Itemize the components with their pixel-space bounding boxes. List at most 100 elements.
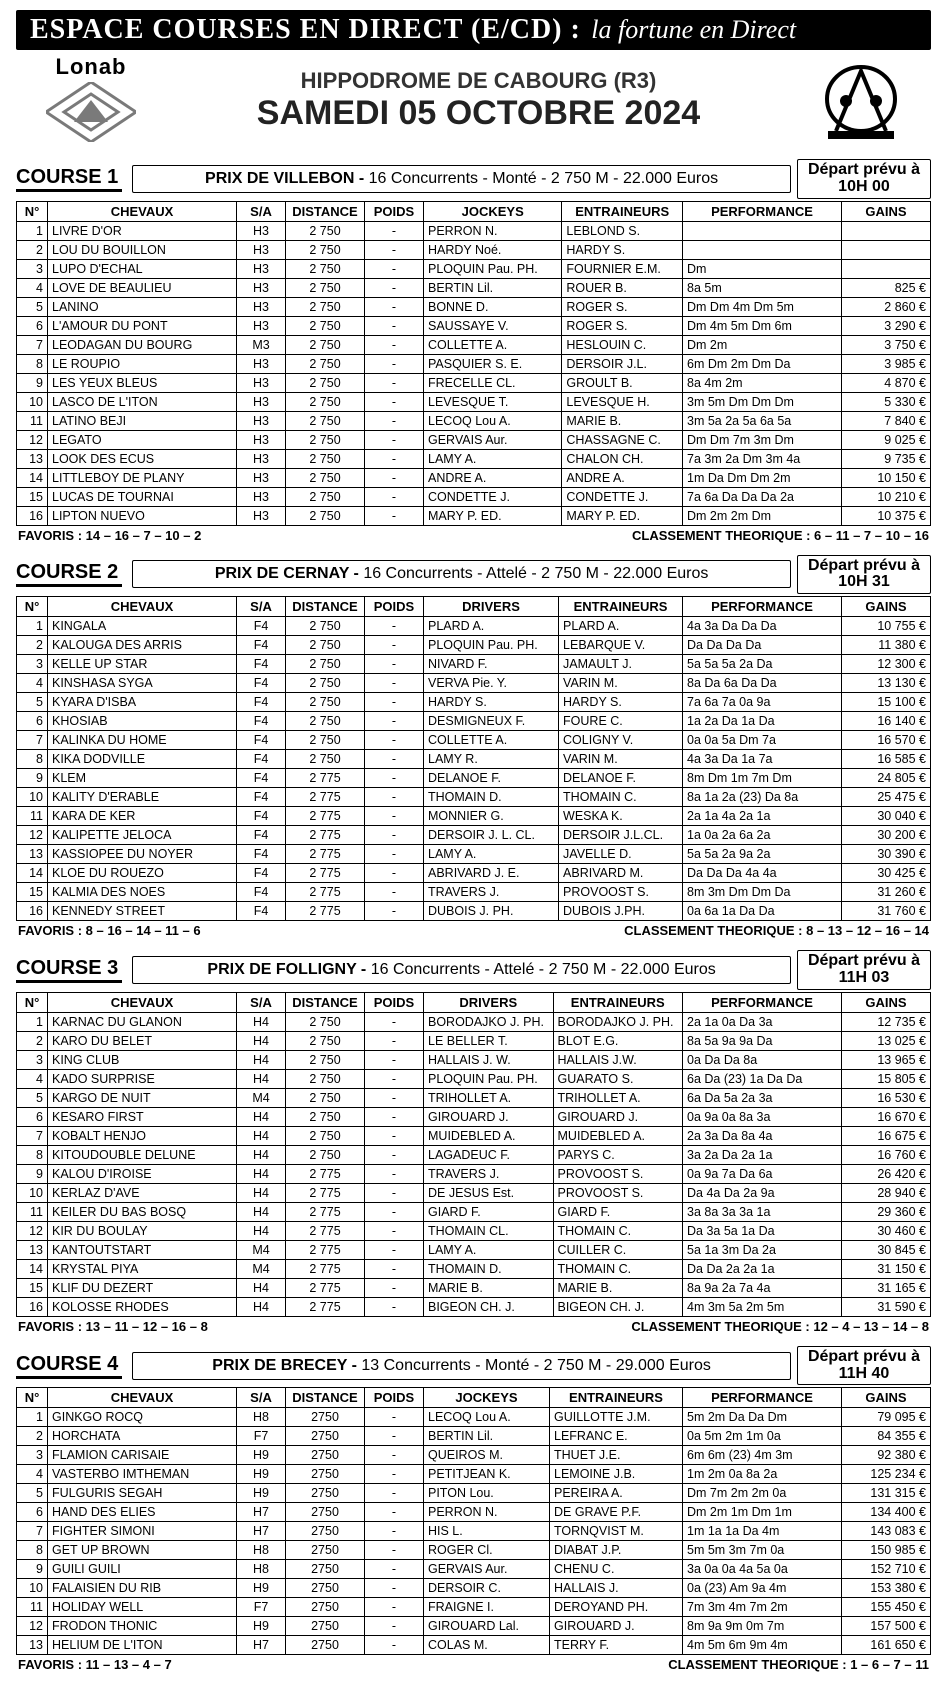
col-num: N° [17,201,48,221]
cell-entraineur: HARDY S. [559,693,683,712]
table-row: 8KIKA DODVILLEF42 750-LAMY R.VARIN M.4a … [17,750,931,769]
cell-entraineur: PARYS C. [553,1145,683,1164]
cell-gains: 16 140 € [842,712,931,731]
cell-pilot: LE BELLER T. [424,1031,554,1050]
cell-num: 9 [17,373,48,392]
course-footer: FAVORIS : 14 – 16 – 7 – 10 – 2CLASSEMENT… [16,528,931,543]
col-num: N° [17,597,48,617]
col-performance: PERFORMANCE [683,597,842,617]
cell-gains: 152 710 € [842,1560,931,1579]
table-row: 10KERLAZ D'AVEH42 775-DE JESUS Est.PROVO… [17,1183,931,1202]
cell-distance: 2 775 [286,1202,365,1221]
cell-num: 12 [17,826,48,845]
table-row: 16KOLOSSE RHODESH42 775-BIGEON CH. J.BIG… [17,1297,931,1316]
col-gains: GAINS [842,201,931,221]
cell-poids: - [365,1221,424,1240]
cell-distance: 2 750 [286,221,365,240]
cell-pilot: FRECELLE CL. [424,373,562,392]
cell-pilot: LAGADEUC F. [424,1145,554,1164]
cell-cheval: HOLIDAY WELL [48,1598,237,1617]
col-entraineurs: ENTRAINEURS [550,1388,683,1408]
cell-poids: - [365,788,424,807]
cell-entraineur: VARIN M. [559,750,683,769]
table-row: 13KASSIOPEE DU NOYERF42 775-LAMY A.JAVEL… [17,845,931,864]
right-logo [791,61,931,141]
cell-cheval: KHOSIAB [48,712,237,731]
cell-pilot: DESMIGNEUX F. [424,712,559,731]
cell-poids: - [365,1107,424,1126]
cell-gains: 28 940 € [842,1183,931,1202]
cell-num: 15 [17,883,48,902]
cell-distance: 2 750 [286,1107,365,1126]
cell-num: 5 [17,1088,48,1107]
table-row: 1KARNAC DU GLANONH42 750-BORODAJKO J. PH… [17,1012,931,1031]
course-label: COURSE 3 [16,957,122,983]
cell-cheval: LES YEUX BLEUS [48,373,237,392]
cell-entraineur: GIROUARD J. [553,1107,683,1126]
cell-entraineur: ABRIVARD M. [559,864,683,883]
cell-entraineur: PROVOOST S. [559,883,683,902]
cell-sa: H4 [237,1069,286,1088]
page-header: Lonab HIPPODROME DE CABOURG (R3) SAMEDI … [16,54,931,147]
cell-entraineur: DEROYAND PH. [550,1598,683,1617]
depart-box: Départ prévu à11H 03 [797,950,931,990]
cell-distance: 2750 [286,1446,365,1465]
cell-cheval: KALMIA DES NOES [48,883,237,902]
cell-gains: 31 590 € [842,1297,931,1316]
cell-distance: 2 750 [286,392,365,411]
cell-gains [842,221,931,240]
table-row: 5LANINOH32 750-BONNE D.ROGER S.Dm Dm 4m … [17,297,931,316]
cell-distance: 2 750 [286,430,365,449]
cell-poids: - [365,1446,424,1465]
cell-num: 2 [17,1031,48,1050]
cell-distance: 2 750 [286,411,365,430]
cell-poids: - [365,430,424,449]
cell-performance: 5m 2m Da Da Dm [683,1408,842,1427]
cell-num: 6 [17,316,48,335]
cell-distance: 2 775 [286,883,365,902]
cell-cheval: LIPTON NUEVO [48,506,237,525]
race-details: 16 Concurrents - Attelé - 2 750 M - 22.0… [363,565,708,583]
cell-performance: 6a Da 5a 2a 3a [683,1088,842,1107]
cell-entraineur: ROGER S. [562,316,683,335]
cell-distance: 2750 [286,1408,365,1427]
cell-sa: H3 [237,392,286,411]
cell-sa: H9 [237,1446,286,1465]
cell-num: 8 [17,750,48,769]
cell-sa: F4 [237,807,286,826]
cell-pilot: TRAVERS J. [424,883,559,902]
cell-distance: 2 775 [286,1240,365,1259]
cell-distance: 2750 [286,1541,365,1560]
cell-num: 12 [17,430,48,449]
race-details: 16 Concurrents - Attelé - 2 750 M - 22.0… [371,961,716,979]
table-row: 10LASCO DE L'ITONH32 750-LEVESQUE T.LEVE… [17,392,931,411]
cell-performance: 1m Da Dm Dm 2m [683,468,842,487]
cell-poids: - [365,1278,424,1297]
cell-sa: F4 [237,712,286,731]
cell-entraineur: GUILLOTTE J.M. [550,1408,683,1427]
cell-num: 2 [17,1427,48,1446]
cell-distance: 2 750 [286,1050,365,1069]
cell-pilot: LAMY R. [424,750,559,769]
cell-cheval: LUPO D'ECHAL [48,259,237,278]
table-row: 9KLEMF42 775-DELANOE F.DELANOE F.8m Dm 1… [17,769,931,788]
table-row: 8LE ROUPIOH32 750-PASQUIER S. E.DERSOIR … [17,354,931,373]
cell-entraineur: DERSOIR J.L.CL. [559,826,683,845]
cell-distance: 2750 [286,1636,365,1655]
table-row: 7KOBALT HENJOH42 750-MUIDEBLED A.MUIDEBL… [17,1126,931,1145]
cell-cheval: KING CLUB [48,1050,237,1069]
col-pilots: DRIVERS [424,992,554,1012]
cell-num: 10 [17,1579,48,1598]
cell-entraineur: GROULT B. [562,373,683,392]
cell-gains: 10 210 € [842,487,931,506]
table-row: 15LUCAS DE TOURNAIH32 750-CONDETTE J.CON… [17,487,931,506]
cell-poids: - [365,1560,424,1579]
race-name: PRIX DE BRECEY - [212,1357,357,1375]
cell-poids: - [365,411,424,430]
table-row: 11HOLIDAY WELLF72750-FRAIGNE I.DEROYAND … [17,1598,931,1617]
cell-entraineur: LEBLOND S. [562,221,683,240]
cell-cheval: KEILER DU BAS BOSQ [48,1202,237,1221]
cell-poids: - [365,1427,424,1446]
cell-entraineur: BIGEON CH. J. [553,1297,683,1316]
page-top-bar: ESPACE COURSES EN DIRECT (E/CD) : la for… [16,10,931,50]
